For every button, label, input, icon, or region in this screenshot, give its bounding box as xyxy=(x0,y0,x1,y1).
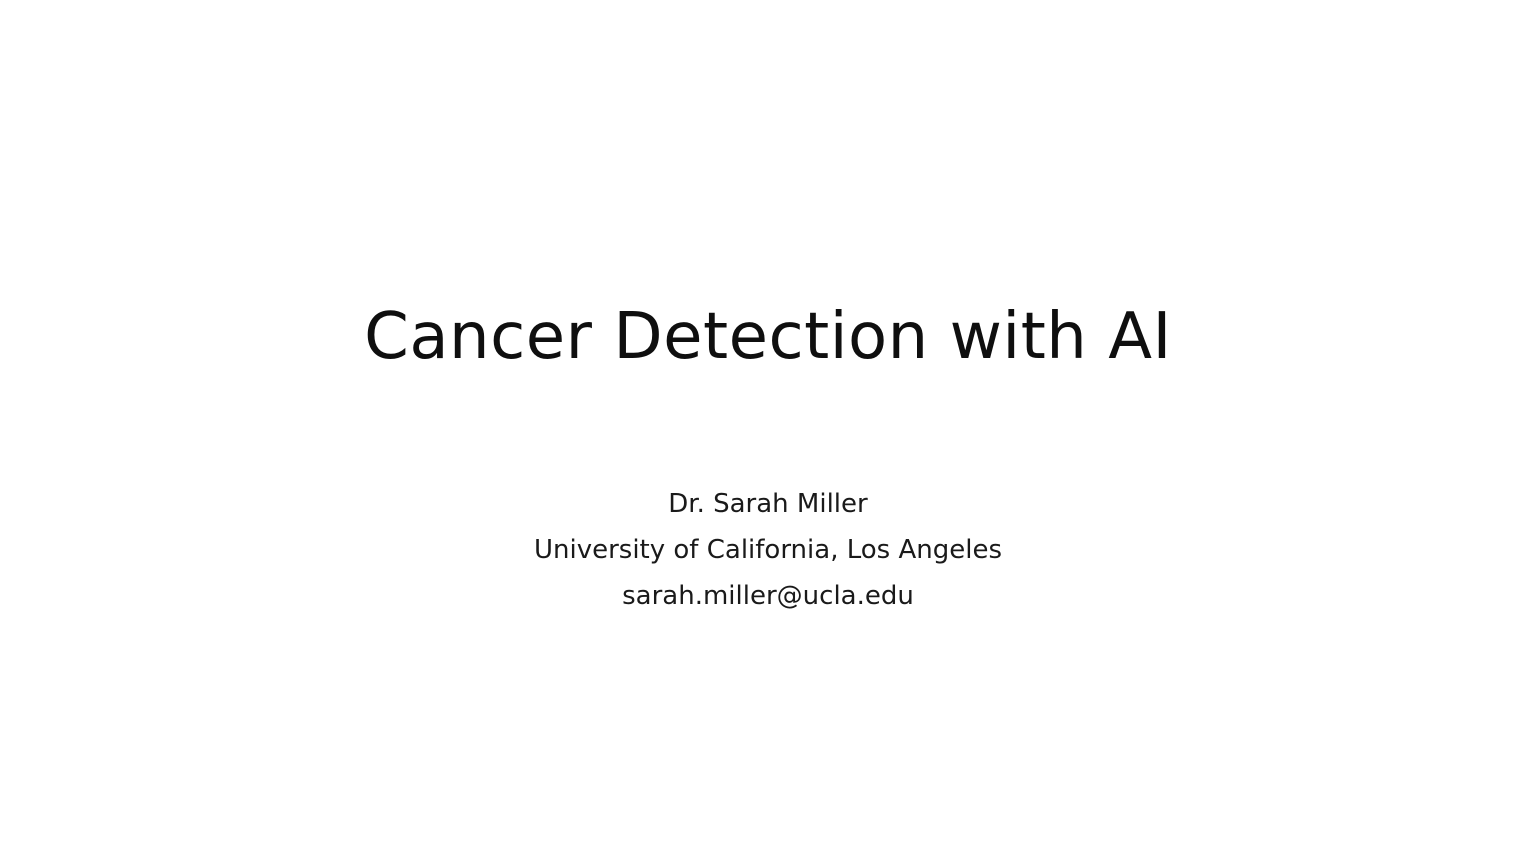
author-affiliation: University of California, Los Angeles xyxy=(533,535,1002,565)
author-email: sarah.miller@ucla.edu xyxy=(622,581,914,611)
slide-subtitle: Dr. Sarah Miller University of Californi… xyxy=(0,481,1536,619)
slide-title: Cancer Detection with AI xyxy=(364,300,1172,374)
author-name: Dr. Sarah Miller xyxy=(668,489,868,519)
